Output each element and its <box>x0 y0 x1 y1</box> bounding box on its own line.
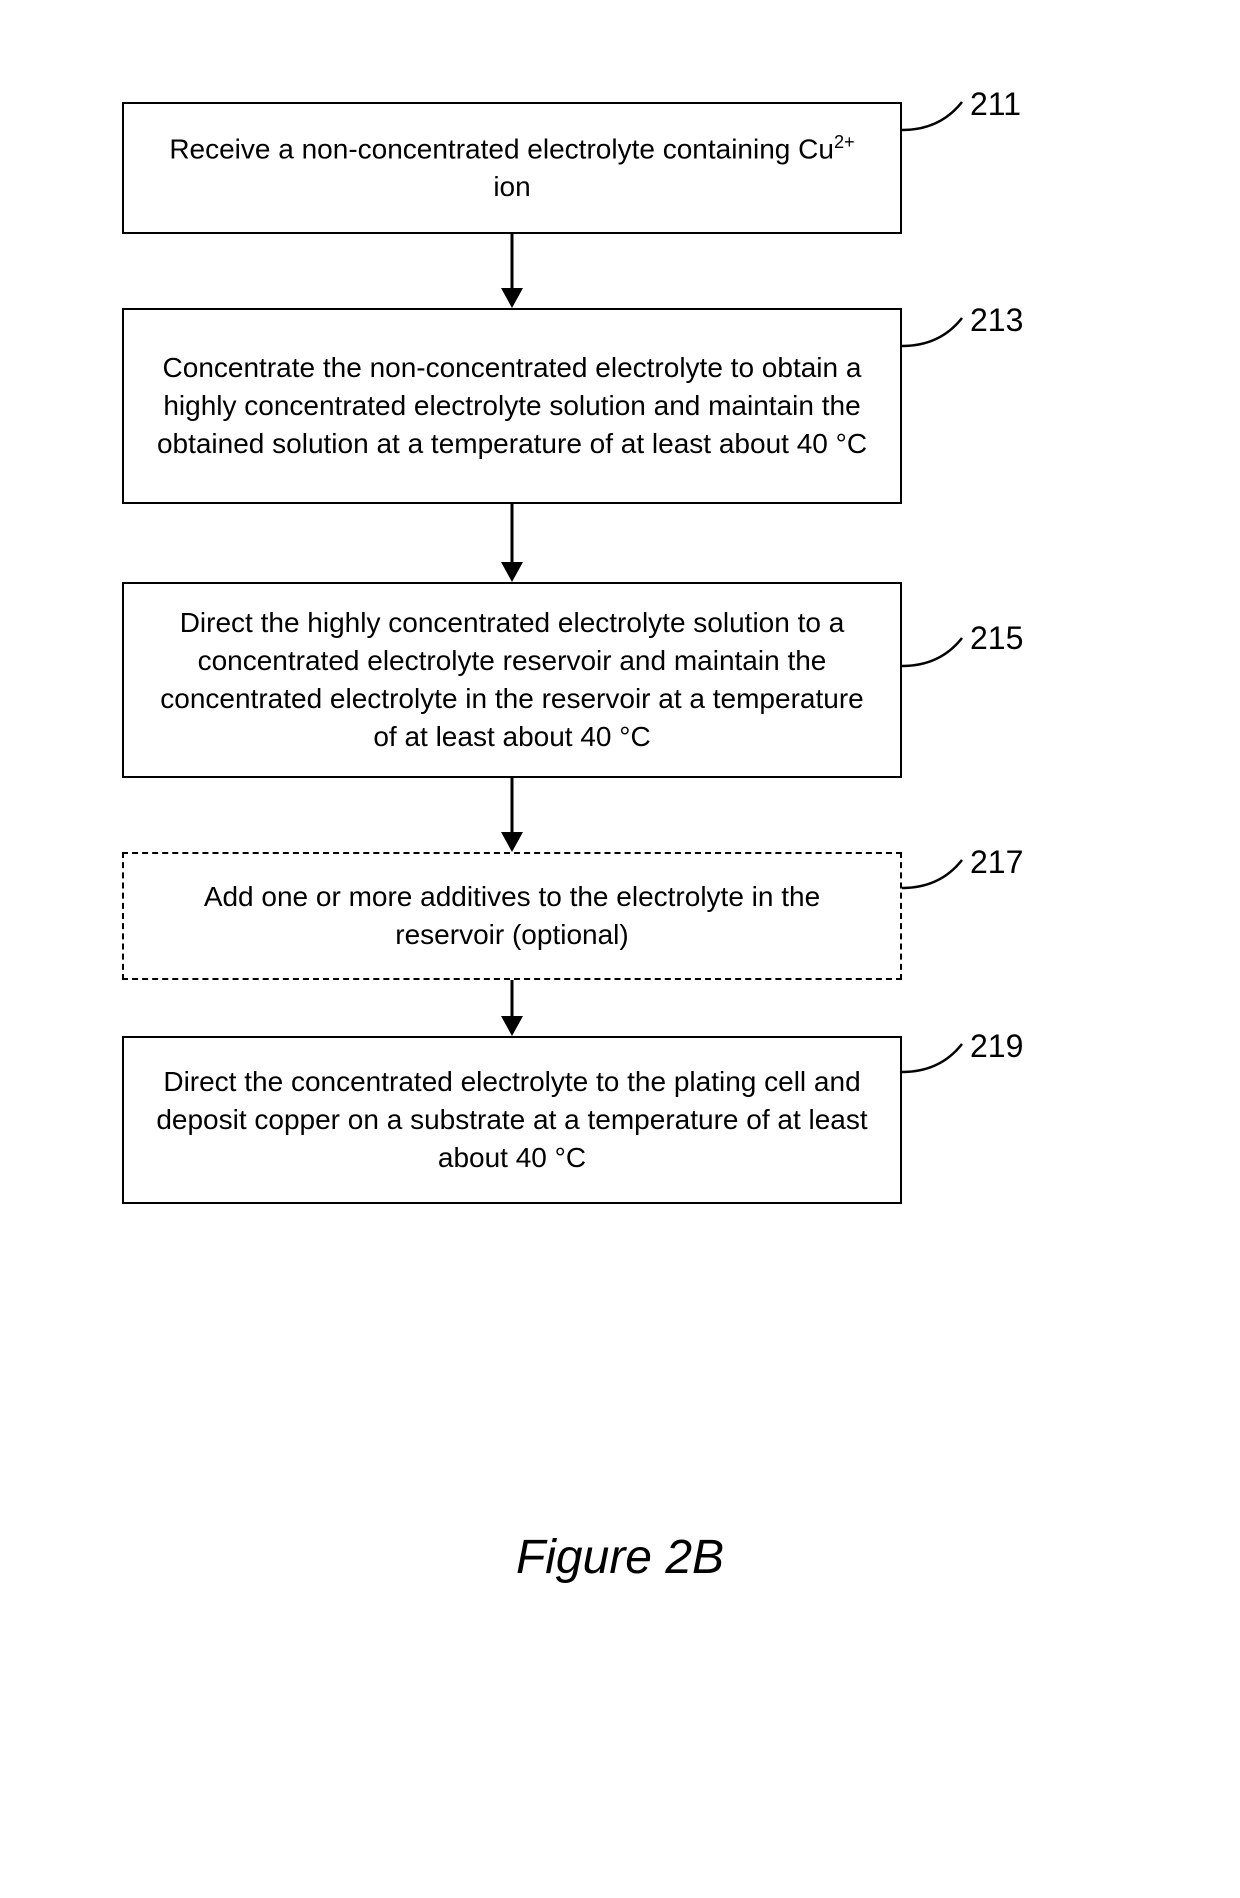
ref-label-213: 213 <box>970 302 1023 339</box>
flow-step-213-text: Concentrate the non-concentrated electro… <box>124 349 900 462</box>
leader-line <box>898 634 966 670</box>
ref-label-219: 219 <box>970 1028 1023 1065</box>
ref-label-215: 215 <box>970 620 1023 657</box>
flow-step-213: Concentrate the non-concentrated electro… <box>122 308 902 504</box>
leader-line <box>898 856 966 892</box>
flow-step-211-text: Receive a non-concentrated electrolyte c… <box>124 130 900 206</box>
flow-step-219-text: Direct the concentrated electrolyte to t… <box>124 1063 900 1176</box>
leader-line <box>898 1040 966 1076</box>
flow-step-217: Add one or more additives to the electro… <box>122 852 902 980</box>
flow-step-217-text: Add one or more additives to the electro… <box>124 878 900 954</box>
leader-line <box>898 98 966 134</box>
flow-step-219: Direct the concentrated electrolyte to t… <box>122 1036 902 1204</box>
flow-step-211: Receive a non-concentrated electrolyte c… <box>122 102 902 234</box>
figure-caption: Figure 2B <box>0 1530 1240 1585</box>
flow-step-215-text: Direct the highly concentrated electroly… <box>124 604 900 755</box>
ref-label-211: 211 <box>970 86 1021 123</box>
leader-line <box>898 314 966 350</box>
flowchart-canvas: Receive a non-concentrated electrolyte c… <box>0 0 1240 1898</box>
arrow-connector <box>501 234 523 308</box>
flow-step-215: Direct the highly concentrated electroly… <box>122 582 902 778</box>
ref-label-217: 217 <box>970 844 1023 881</box>
arrow-connector <box>501 778 523 852</box>
arrow-connector <box>501 504 523 582</box>
arrow-connector <box>501 980 523 1036</box>
